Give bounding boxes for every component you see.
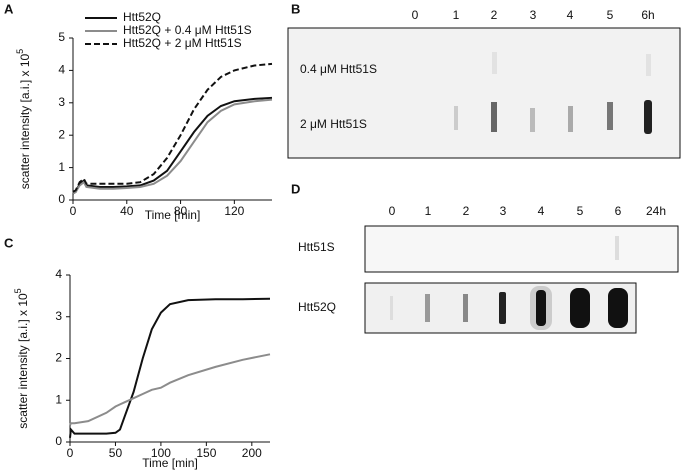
row-label: Htt51S <box>298 240 335 254</box>
x-tick-label: 0 <box>70 204 77 218</box>
x-axis-label: Time [min] <box>145 208 201 222</box>
blot-bands <box>390 236 628 330</box>
x-tick-label: 150 <box>196 446 216 460</box>
y-axis-label: scatter intensity [a.i.] x 105 <box>15 49 32 189</box>
lane-label: 5 <box>577 204 584 218</box>
row-label: Htt52Q <box>298 300 336 314</box>
y-tick-label: 3 <box>58 95 65 109</box>
x-axis-label: Time [min] <box>142 456 198 470</box>
x-tick-label: 80 <box>174 204 188 218</box>
y-axis-label-exponent: 5 <box>13 288 23 293</box>
band <box>425 294 430 322</box>
band <box>607 102 613 130</box>
y-tick-label: 2 <box>58 127 65 141</box>
series-line <box>72 62 273 193</box>
x-tick-label: 40 <box>120 204 134 218</box>
series-line <box>72 98 273 195</box>
band <box>536 290 546 326</box>
panel-label: D <box>291 181 300 196</box>
band <box>499 292 506 324</box>
row-label: 2 μM Htt51S <box>300 117 367 131</box>
legend-label: Htt52Q + 0.4 μM Htt51S <box>123 23 252 37</box>
band <box>454 106 458 130</box>
band <box>568 106 573 132</box>
y-tick-label: 1 <box>55 392 62 406</box>
lane-label: 2 <box>491 8 498 22</box>
band <box>646 54 651 76</box>
band <box>608 288 628 328</box>
lane-label: 1 <box>453 8 460 22</box>
y-axis-label-text: scatter intensity [a.i.] x 10 <box>16 293 30 429</box>
y-tick-label: 0 <box>55 434 62 448</box>
y-tick-label: 3 <box>55 309 62 323</box>
band <box>463 294 468 322</box>
blot-bands <box>454 52 652 134</box>
panel-label: A <box>4 1 14 16</box>
lane-label: 6 <box>615 204 622 218</box>
lane-label: 2 <box>463 204 470 218</box>
blot-membrane <box>287 27 681 159</box>
x-tick-label: 0 <box>67 446 74 460</box>
lane-label: 3 <box>530 8 537 22</box>
x-tick-label: 100 <box>151 446 171 460</box>
panel-label: C <box>4 235 14 250</box>
band <box>644 100 652 134</box>
y-tick-label: 1 <box>58 160 65 174</box>
band <box>390 296 393 320</box>
lane-label: 0 <box>412 8 419 22</box>
y-tick-label: 5 <box>58 30 65 44</box>
x-tick-label: 200 <box>242 446 262 460</box>
lane-label: 5 <box>607 8 614 22</box>
row-label: 0.4 μM Htt51S <box>300 62 377 76</box>
legend-label: Htt52Q + 2 μM Htt51S <box>123 36 242 50</box>
lane-label: 6h <box>641 8 654 22</box>
band <box>615 236 619 260</box>
y-tick-label: 4 <box>58 63 65 77</box>
series-line <box>72 96 273 195</box>
y-tick-label: 2 <box>55 351 62 365</box>
series-line <box>69 297 271 438</box>
lane-label: 1 <box>425 204 432 218</box>
band <box>570 288 590 328</box>
x-tick-label: 50 <box>109 446 123 460</box>
y-tick-label: 0 <box>58 192 65 206</box>
lane-label: 24h <box>646 204 666 218</box>
panel-label: B <box>291 1 300 16</box>
y-axis-label: scatter intensity [a.i.] x 105 <box>13 288 30 428</box>
blot-membrane <box>364 225 679 273</box>
x-tick-label: 120 <box>224 204 244 218</box>
band <box>492 52 497 74</box>
band <box>491 102 497 132</box>
lane-label: 4 <box>538 204 545 218</box>
lane-label: 3 <box>500 204 507 218</box>
y-axis-label-exponent: 5 <box>15 49 25 54</box>
y-axis-label-text: scatter intensity [a.i.] x 10 <box>18 53 32 189</box>
legend-label: Htt52Q <box>123 10 161 24</box>
band <box>530 108 535 132</box>
lane-label: 0 <box>389 204 396 218</box>
series-line <box>69 353 271 426</box>
lane-label: 4 <box>567 8 574 22</box>
y-tick-label: 4 <box>55 267 62 281</box>
